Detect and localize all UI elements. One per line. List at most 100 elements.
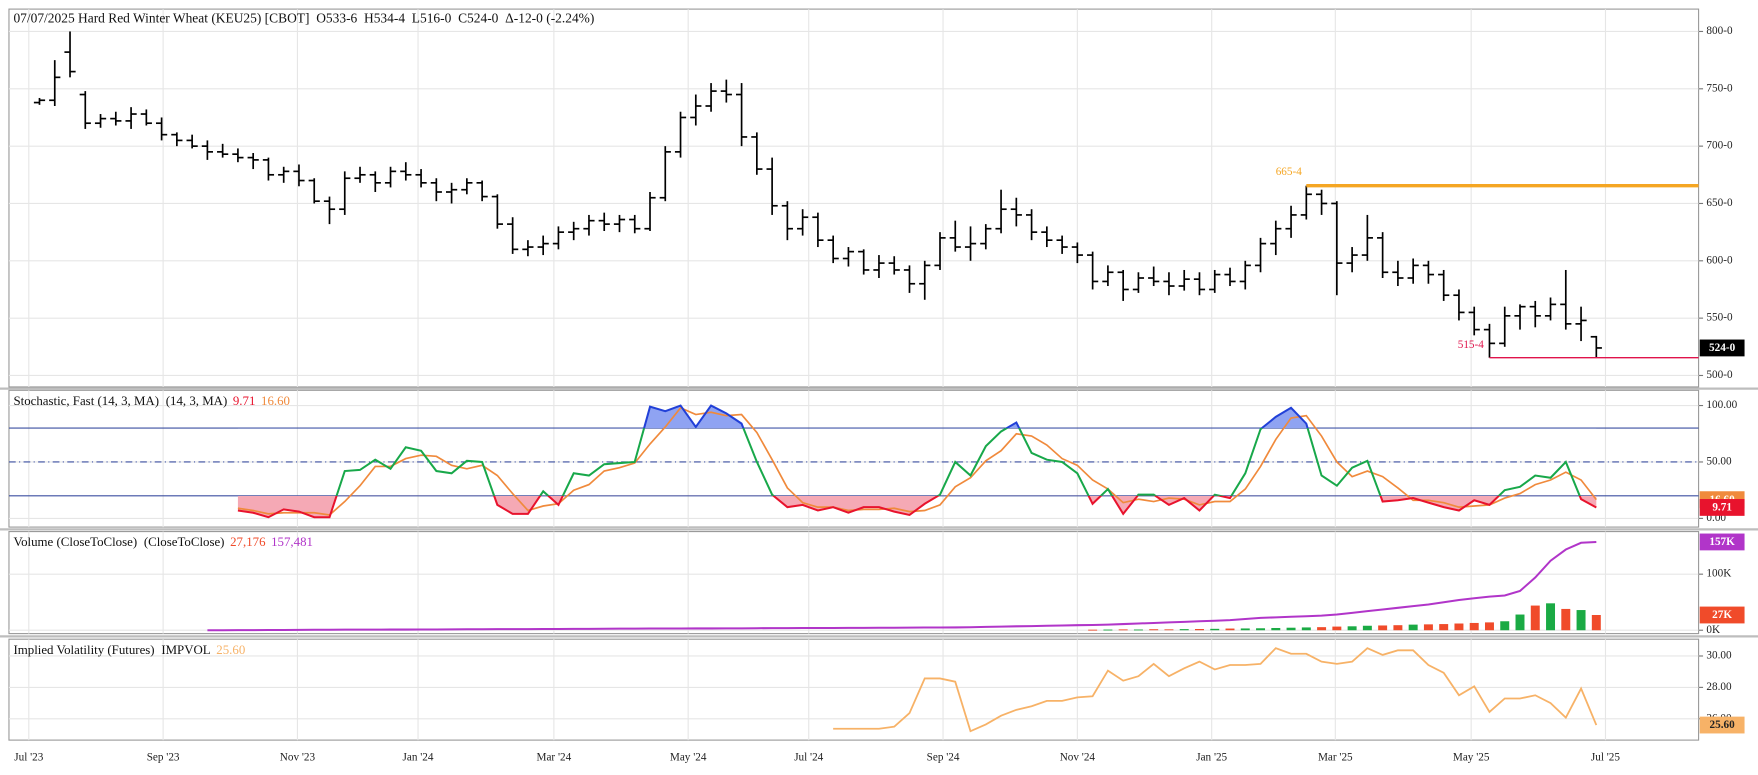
y-tick-label: 600-0 xyxy=(1706,254,1733,266)
x-tick-label: Nov '24 xyxy=(1060,752,1096,764)
x-tick-label: Jul '24 xyxy=(794,752,823,764)
volume-bar xyxy=(1561,608,1571,631)
last-price-box-label: 524-0 xyxy=(1709,342,1736,354)
price-panel xyxy=(8,8,1700,388)
volume-bar xyxy=(1149,629,1159,631)
volume-box-label: 157K xyxy=(1709,536,1735,548)
volume-bar xyxy=(1576,610,1586,631)
volume-bar xyxy=(1271,627,1281,631)
volume-bar xyxy=(1179,629,1189,631)
y-tick-label: 0.00 xyxy=(1706,512,1726,524)
y-tick-label: 30.00 xyxy=(1706,650,1732,662)
stochastic-panel xyxy=(8,389,1700,528)
legend: Stochastic, Fast (14, 3, MA) (14, 3, MA) 9… xyxy=(13,394,290,408)
volume-bar xyxy=(1546,603,1556,631)
level-label: 515-4 xyxy=(1458,339,1485,351)
volume-bar xyxy=(1103,629,1113,631)
y-tick-label: 500-0 xyxy=(1706,369,1733,381)
last-price-box xyxy=(1699,339,1745,357)
header-low: L516-0 xyxy=(412,11,452,26)
volume-bar xyxy=(1317,627,1327,631)
volume-bar xyxy=(1362,625,1372,631)
volume-bar xyxy=(1133,629,1143,631)
stochastic-box-label: 9.71 xyxy=(1712,502,1732,514)
volume-bar xyxy=(1194,629,1204,631)
legend-value: 157,481 xyxy=(271,535,313,549)
x-tick-label: Sep '24 xyxy=(927,752,960,764)
stochastic-k-line xyxy=(335,428,1581,496)
volume-bar xyxy=(1347,626,1357,631)
volume-bar xyxy=(1393,625,1403,631)
legend: Implied Volatility (Futures) IMPVOL 25.60 xyxy=(13,643,245,657)
legend-value: 9.71 xyxy=(233,394,256,408)
volume-bar xyxy=(1256,628,1266,631)
volume-bar xyxy=(1088,629,1098,631)
x-tick-label: May '24 xyxy=(670,752,707,764)
volume-bar xyxy=(1301,627,1311,631)
volume-bar xyxy=(1118,629,1128,631)
volume-bar xyxy=(1286,627,1296,631)
header-close: C524-0 xyxy=(458,11,499,26)
oversold-fill xyxy=(237,495,1597,518)
volume-box xyxy=(1699,533,1745,551)
y-tick-label: 650-0 xyxy=(1706,197,1733,209)
y-tick-label: 100K xyxy=(1706,568,1731,580)
y-tick-label: 550-0 xyxy=(1706,312,1733,324)
y-tick-label: 700-0 xyxy=(1706,140,1733,152)
y-tick-label: 50.00 xyxy=(1706,456,1732,468)
volume-bar xyxy=(1439,624,1449,631)
header: 07/07/2025 Hard Red Winter Wheat (KEU25)… xyxy=(13,11,594,26)
level-label: 665-4 xyxy=(1276,166,1303,178)
volume-bar xyxy=(1500,621,1510,631)
volatility-box-label: 25.60 xyxy=(1710,719,1736,731)
volume-bar xyxy=(1240,628,1250,631)
legend-value: 16.60 xyxy=(261,394,290,408)
header-change: Δ-12-0 (-2.24%) xyxy=(505,11,594,26)
marks xyxy=(33,31,1699,733)
y-tick-label: 28.00 xyxy=(1706,681,1732,693)
x-tick-label: Jul '25 xyxy=(1591,752,1620,764)
volatility-panel xyxy=(8,638,1700,741)
volume-bar xyxy=(1164,629,1174,631)
volume-bar xyxy=(1225,628,1235,631)
legend-value: 27,176 xyxy=(230,535,266,549)
stochastic-k-line-oversold xyxy=(237,495,1597,519)
labels: Jul '23 Sep '23 Nov '23 Jan '24 Mar '24 May '… xyxy=(13,25,1745,764)
volume-bar xyxy=(1210,628,1220,631)
stochastic-box xyxy=(1699,499,1745,516)
legend-title: Volume (CloseToClose) xyxy=(13,535,137,549)
volume-bar xyxy=(1469,622,1479,631)
volume-box xyxy=(1699,606,1745,624)
volume-bar xyxy=(1408,624,1418,631)
x-tick-label: May '25 xyxy=(1453,752,1490,764)
volume-bar xyxy=(1591,614,1601,631)
volume-bar xyxy=(1484,622,1494,631)
x-tick-label: Mar '25 xyxy=(1318,752,1353,764)
legend-title: Implied Volatility (Futures) xyxy=(13,643,154,657)
x-tick-label: Nov '23 xyxy=(280,752,316,764)
y-tick-label: 800-0 xyxy=(1706,25,1733,37)
header-high: H534-4 xyxy=(364,11,405,26)
x-tick-label: Sep '23 xyxy=(147,752,180,764)
x-tick-label: Mar '24 xyxy=(537,752,572,764)
volume-bar xyxy=(1378,625,1388,631)
volatility-line xyxy=(833,647,1598,733)
x-tick-label: Jan '25 xyxy=(1196,752,1227,764)
legend-name: IMPVOL xyxy=(161,643,210,657)
header-title: 07/07/2025 Hard Red Winter Wheat (KEU25)… xyxy=(13,11,309,26)
stochastic-d-line xyxy=(237,406,1597,516)
legend-value: 25.60 xyxy=(216,643,245,657)
volume-bar xyxy=(1515,614,1525,631)
x-tick-label: Jul '23 xyxy=(14,752,43,764)
x-tick-label: Jan '24 xyxy=(403,752,434,764)
open-interest-line xyxy=(207,540,1597,632)
header-open: O533-6 xyxy=(316,11,357,26)
legend-name: (CloseToClose) xyxy=(144,535,225,549)
legend-name: (14, 3, MA) xyxy=(166,394,228,408)
y-tick-label: 750-0 xyxy=(1706,82,1733,94)
volume-box-label: 27K xyxy=(1712,609,1732,621)
y-tick-label: 100.00 xyxy=(1706,399,1737,411)
y-tick-label: 0K xyxy=(1706,624,1720,636)
volume-bar xyxy=(1454,623,1464,631)
